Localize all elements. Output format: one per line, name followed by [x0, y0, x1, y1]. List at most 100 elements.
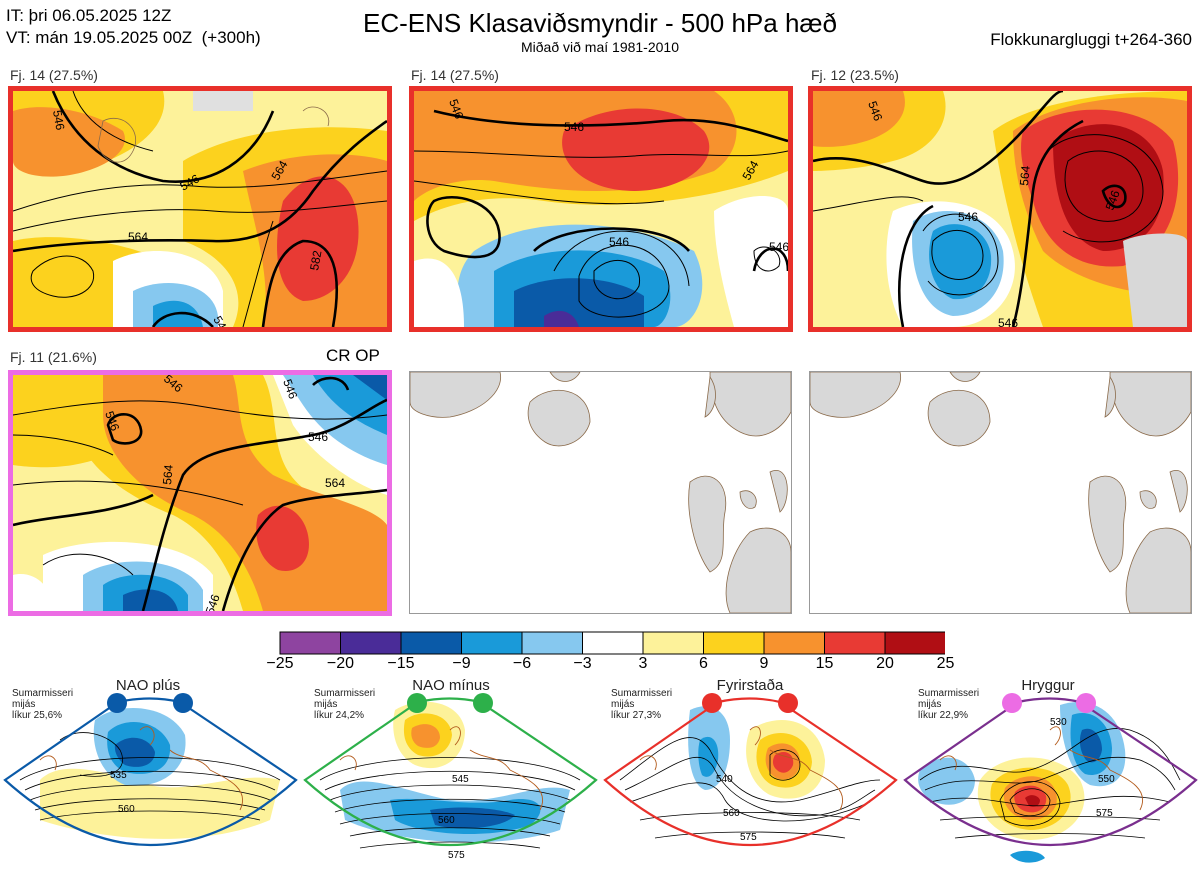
regime-3-marker-left [702, 693, 722, 713]
colorbar-tick-label: −6 [512, 655, 532, 672]
contour-label: 546 [998, 316, 1018, 327]
regime-3-contour-label: 540 [716, 774, 733, 785]
regime-2-marker-left [407, 693, 427, 713]
regime-4-title: Hryggur [1021, 677, 1075, 694]
regime-3-outline [603, 697, 898, 846]
colorbar-tick-label: 3 [638, 655, 648, 672]
colorbar-tick-label: −9 [452, 655, 471, 672]
regime-4-period: mijás [918, 699, 942, 710]
regime-1-note: Sumarmisseri mijás líkur 25,6% [12, 688, 73, 721]
contour-label: 582 [307, 249, 324, 271]
contour-label: 546 [958, 210, 978, 224]
contour-label: 546 [609, 235, 629, 249]
colorbar-swatch [400, 631, 462, 655]
colorbar-tick-label: 6 [699, 655, 708, 672]
colorbar-swatch [884, 631, 945, 655]
regime-1-contour-label: 535 [110, 770, 127, 781]
regime-3-note: Sumarmisseri mijás líkur 27,3% [611, 688, 672, 721]
regime-1-contour-label: 560 [118, 804, 135, 815]
regime-strip: Sumarmisseri mijás líkur 25,6% NAO plús … [0, 670, 1200, 871]
colorbar [279, 631, 945, 655]
empty-map-5 [409, 371, 792, 614]
colorbar-swatch [279, 631, 341, 655]
cluster-map-2-field: 546 546 564 546 546 [414, 91, 788, 327]
regime-4-contour-label: 575 [1096, 808, 1113, 819]
colorbar-tick-label: −20 [326, 655, 355, 672]
regime-1-dots [107, 693, 193, 713]
colorbar-tick-label: 9 [759, 655, 769, 672]
regime-3-season: Sumarmisseri [611, 688, 673, 699]
regime-1-marker-right [173, 693, 193, 713]
regime-4-outline [903, 697, 1198, 846]
contour-label: 546 [280, 377, 300, 401]
regime-4-marker-right [1076, 693, 1096, 713]
regime-3-diagram: 540 560 575 [603, 697, 898, 846]
regime-1-diagram: 535 560 [3, 697, 298, 846]
colorbar-swatch [824, 631, 886, 655]
regime-4-dots [1002, 693, 1096, 713]
regime-2-dots [407, 693, 493, 713]
regime-1-season: Sumarmisseri [12, 688, 74, 699]
regime-3-marker-right [778, 693, 798, 713]
regime-2-period: mijás [314, 699, 338, 710]
colorbar-tick-label: −15 [387, 655, 415, 672]
contour-label: 564 [160, 464, 176, 485]
empty-map-6 [809, 371, 1192, 614]
panel-2-label: Fj. 14 (27.5%) [411, 67, 499, 83]
colorbar-swatch [340, 631, 402, 655]
regime-4-note: Sumarmisseri mijás líkur 22,9% [918, 688, 979, 721]
colorbar-tick-label: −3 [573, 655, 592, 672]
regime-2-title: NAO mínus [412, 677, 490, 694]
regime-1-title: NAO plús [115, 677, 181, 694]
cluster-map-2: 546 546 564 546 546 [409, 86, 793, 332]
regime-2-note: Sumarmisseri mijás líkur 24,2% [314, 688, 375, 721]
regime-2-contour-label: 575 [448, 850, 465, 861]
regime-2-probability: líkur 24,2% [314, 710, 365, 721]
regime-2-contour-label: 560 [438, 815, 455, 826]
panel-3-label: Fj. 12 (23.5%) [811, 67, 899, 83]
regime-1-outline [3, 697, 298, 846]
cluster-map-4-field: 546 546 564 546 564 546 546 [13, 375, 387, 611]
colorbar-swatch [703, 631, 765, 655]
cluster-map-1-field: 546 564 546 564 582 546 [13, 91, 387, 327]
regime-3-probability: líkur 27,3% [611, 710, 662, 721]
colorbar-swatch [763, 631, 825, 655]
regime-4-probability: líkur 22,9% [918, 710, 969, 721]
regime-2-diagram: 545 560 575 [303, 697, 598, 861]
empty-map-6-land [810, 372, 1191, 613]
contour-label: 546 [50, 109, 67, 131]
regime-1-period: mijás [12, 699, 36, 710]
regime-2-outline [303, 697, 598, 846]
regime-3-contour-label: 575 [740, 832, 757, 843]
contour-label: 546 [203, 592, 223, 611]
regime-3-contour-label: 560 [723, 808, 740, 819]
regime-2-season: Sumarmisseri [314, 688, 376, 699]
cluster-map-3-field: 546 564 546 546 546 [813, 91, 1187, 327]
regime-2-contour-label: 545 [452, 774, 469, 785]
regime-4-contour-label: 530 [1050, 717, 1067, 728]
cluster-map-3: 546 564 546 546 546 [808, 86, 1192, 332]
control-operational-tag: CR OP [326, 346, 380, 365]
contour-label: 546 [865, 99, 885, 123]
regime-3-period: mijás [611, 699, 635, 710]
contour-label: 546 [446, 97, 466, 121]
panel-1-label: Fj. 14 (27.5%) [10, 67, 98, 83]
regime-1-marker-left [107, 693, 127, 713]
colorbar-swatch [521, 631, 583, 655]
regime-4-diagram: 530 550 575 [903, 697, 1198, 863]
empty-map-5-land [410, 372, 791, 613]
colorbar-tick-label: 25 [936, 655, 955, 672]
regime-4-season: Sumarmisseri [918, 688, 980, 699]
page-title: EC-ENS Klasaviðsmyndir - 500 hPa hæð [363, 8, 837, 38]
regime-1-probability: líkur 25,6% [12, 710, 63, 721]
contour-label: 546 [564, 120, 584, 134]
contour-label: 546 [102, 409, 122, 433]
valid-time: VT: mán 19.05.2025 00Z (+300h) [6, 28, 261, 47]
panel-4-label: Fj. 11 (21.6%) [10, 349, 97, 365]
colorbar-tick-label: 15 [815, 655, 834, 672]
window-label: Flokkunargluggi t+264-360 [990, 30, 1192, 49]
colorbar-tick-label: 20 [876, 655, 894, 672]
regime-4-marker-left [1002, 693, 1022, 713]
regime-3-dots [702, 693, 798, 713]
page-subtitle: Miðað við maí 1981-2010 [521, 39, 679, 55]
